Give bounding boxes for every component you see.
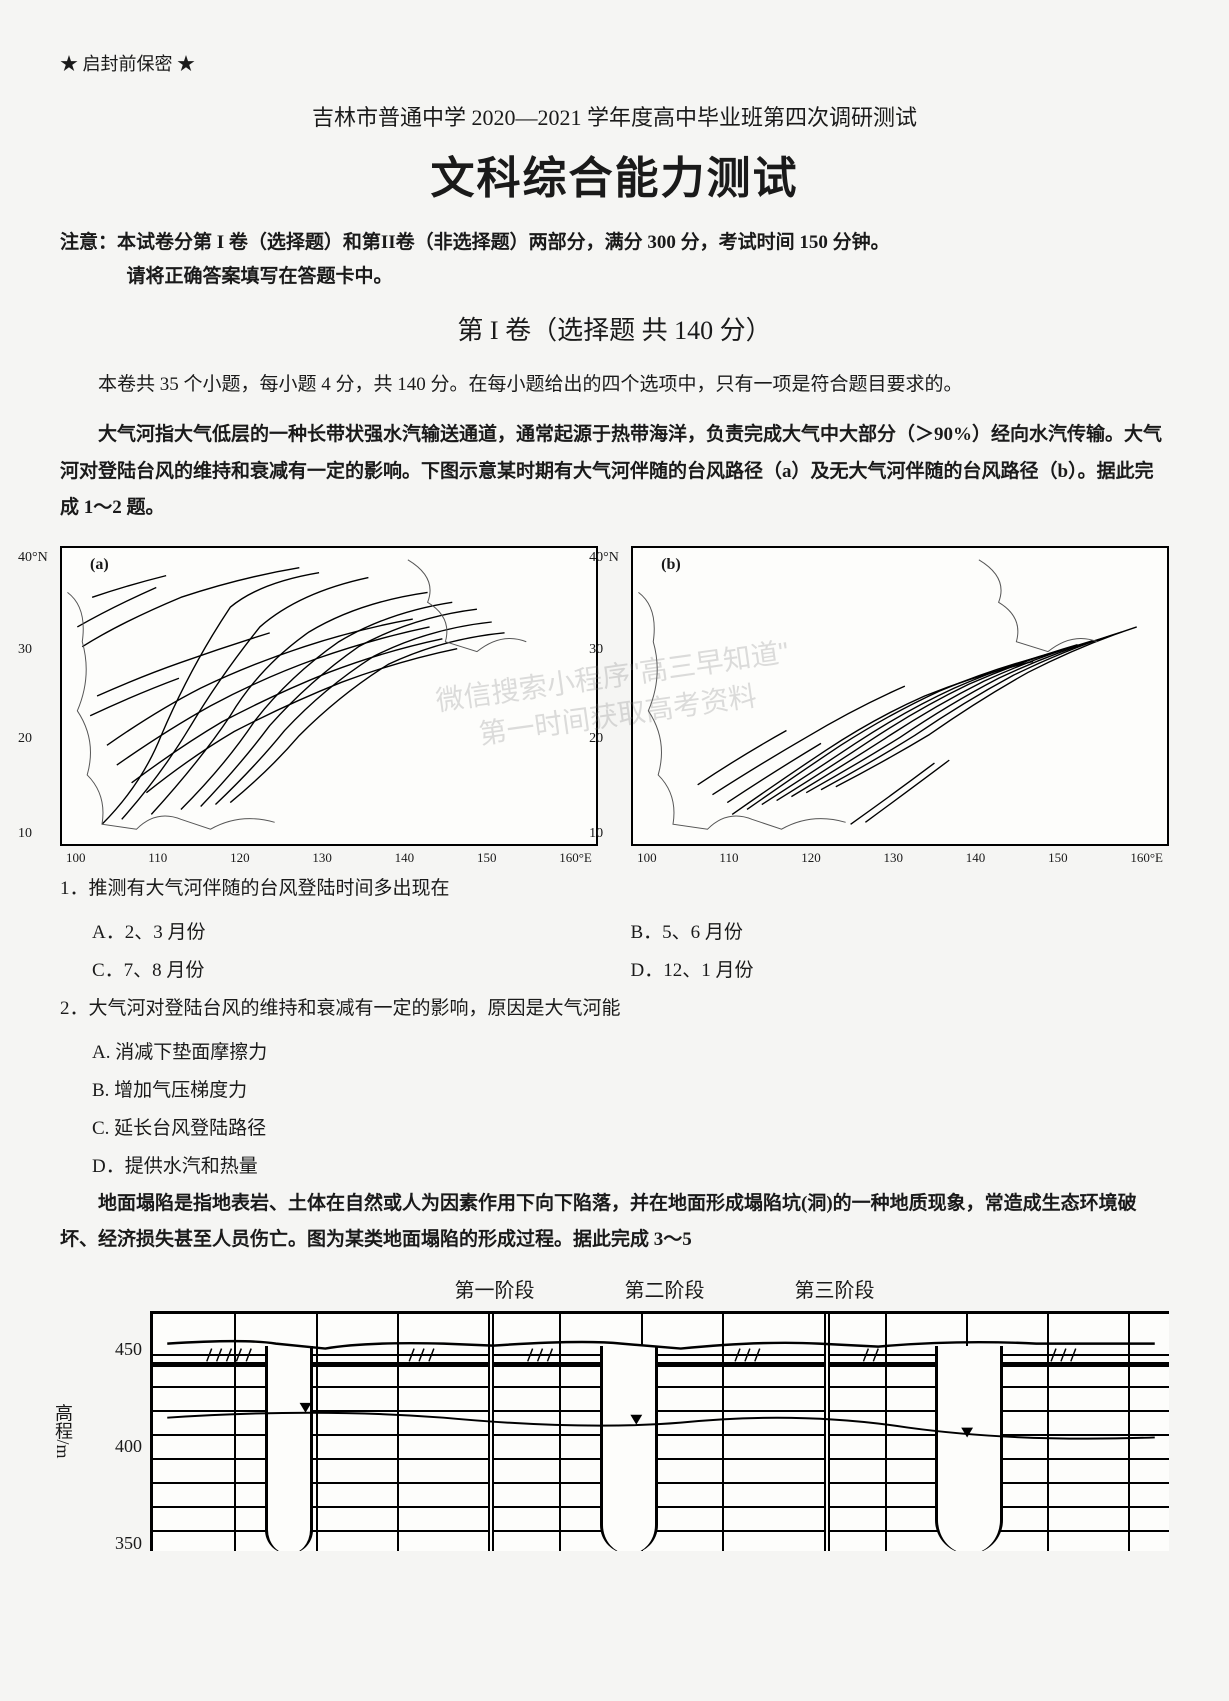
section-1-title: 第 I 卷（选择题 共 140 分） [60, 310, 1169, 347]
geology-diagram: 第一阶段 第二阶段 第三阶段 高程/m 450 400 350 [60, 1274, 1169, 1551]
question-2-stem: 2．大气河对登陆台风的维持和衰减有一定的影响，原因是大气河能 [60, 990, 1169, 1028]
question-1-options-row2: C．7、8 月份 D．12、1 月份 [60, 952, 1169, 990]
lat-10: 10 [18, 826, 32, 842]
passage-2: 地面塌陷是指地表岩、土体在自然或人为因素作用下向下陷落，并在地面形成塌陷坑(洞)… [60, 1186, 1169, 1258]
exam-subtitle: 吉林市普通中学 2020—2021 学年度高中毕业班第四次调研测试 [60, 100, 1169, 132]
confidential-marker: ★ 启封前保密 ★ [60, 50, 1169, 76]
y-350: 350 [115, 1533, 142, 1554]
diagram-body: 高程/m 450 400 350 [60, 1311, 1169, 1551]
notice-block: 注意：本试卷分第 I 卷（选择题）和第II卷（非选择题）两部分，满分 300 分… [60, 226, 1169, 294]
exam-main-title: 文科综合能力测试 [60, 142, 1169, 206]
lat-40b: 40°N [589, 550, 619, 566]
q2-option-d: D．提供水汽和热量 [92, 1148, 1169, 1186]
stage-2-label: 第二阶段 [625, 1274, 705, 1303]
lat-30b: 30 [589, 642, 603, 658]
map-a: (a) 40°N 30 20 10 [60, 546, 598, 846]
y-400: 400 [115, 1436, 142, 1457]
map-b-paths [633, 548, 1167, 844]
notice-line-1: 注意：本试卷分第 I 卷（选择题）和第II卷（非选择题）两部分，满分 300 分… [60, 226, 1169, 260]
map-b-label: (b) [661, 556, 681, 574]
stage-1-label: 第一阶段 [455, 1274, 535, 1303]
lat-20: 20 [18, 731, 32, 747]
q1-option-d: D．12、1 月份 [631, 952, 1170, 990]
y-axis-label: 高程/m [50, 1403, 76, 1458]
y-axis: 高程/m 450 400 350 [60, 1311, 150, 1551]
question-2-options: A. 消减下垫面摩擦力 B. 增加气压梯度力 C. 延长台风登陆路径 D．提供水… [60, 1034, 1169, 1186]
map-a-lon-labels: 100 110 120 130 140 150 160°E [62, 850, 596, 866]
lat-40: 40°N [18, 550, 48, 566]
map-a-label: (a) [90, 556, 109, 574]
q2-option-b: B. 增加气压梯度力 [92, 1072, 1169, 1110]
question-1-stem: 1．推测有大气河伴随的台风登陆时间多出现在 [60, 870, 1169, 908]
map-a-paths [62, 548, 596, 844]
map-b: (b) 40°N 30 20 10 [631, 546, 1169, 846]
notice-line-2: 请将正确答案填写在答题卡中。 [60, 260, 1169, 294]
stage-labels: 第一阶段 第二阶段 第三阶段 [60, 1274, 1169, 1303]
geology-box [150, 1311, 1169, 1551]
lat-20b: 20 [589, 731, 603, 747]
q1-option-c: C．7、8 月份 [92, 952, 631, 990]
section-intro: 本卷共 35 个小题，每小题 4 分，共 140 分。在每小题给出的四个选项中，… [60, 367, 1169, 403]
q1-option-b: B．5、6 月份 [631, 914, 1170, 952]
q2-option-a: A. 消减下垫面摩擦力 [92, 1034, 1169, 1072]
maps-figure: (a) 40°N 30 20 10 [60, 546, 1169, 846]
y-450: 450 [115, 1339, 142, 1360]
stage-3-label: 第三阶段 [795, 1274, 875, 1303]
q2-option-c: C. 延长台风登陆路径 [92, 1110, 1169, 1148]
lat-10b: 10 [589, 826, 603, 842]
passage-1: 大气河指大气低层的一种长带状强水汽输送通道，通常起源于热带海洋，负责完成大气中大… [60, 417, 1169, 525]
q1-option-a: A．2、3 月份 [92, 914, 631, 952]
lat-30: 30 [18, 642, 32, 658]
question-1-options-row1: A．2、3 月份 B．5、6 月份 [60, 914, 1169, 952]
map-b-lon-labels: 100 110 120 130 140 150 160°E [633, 850, 1167, 866]
